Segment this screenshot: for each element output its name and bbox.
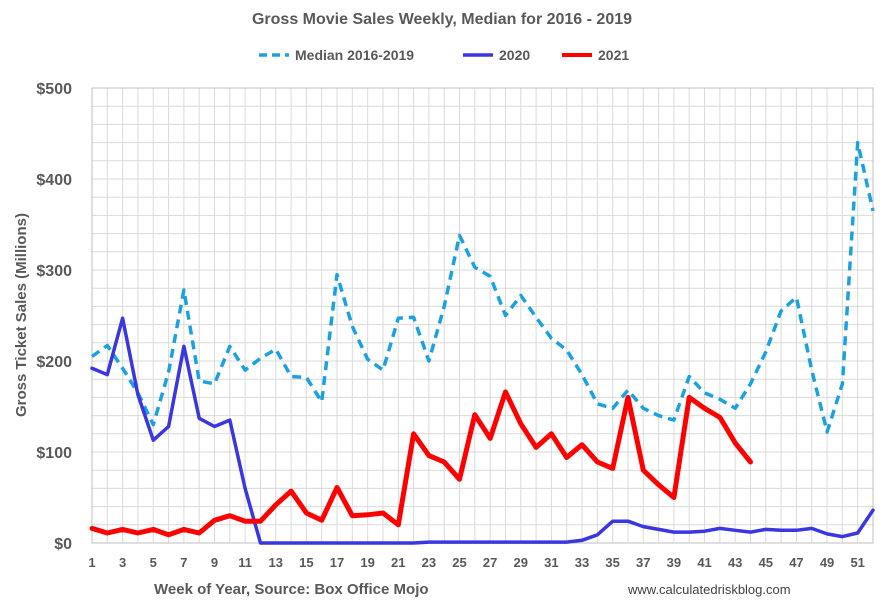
legend-label-2021: 2021 bbox=[598, 47, 629, 63]
x-tick-label: 43 bbox=[728, 555, 742, 570]
x-tick-label: 49 bbox=[820, 555, 834, 570]
y-tick-label: $0 bbox=[54, 536, 72, 553]
y-tick-label: $300 bbox=[36, 263, 72, 280]
y-tick-label: $500 bbox=[36, 81, 72, 98]
x-tick-label: 21 bbox=[391, 555, 405, 570]
grid bbox=[92, 88, 873, 543]
x-tick-label: 7 bbox=[180, 555, 187, 570]
x-tick-label: 17 bbox=[330, 555, 344, 570]
x-tick-label: 47 bbox=[789, 555, 803, 570]
x-tick-label: 35 bbox=[605, 555, 619, 570]
series-line-2020 bbox=[90, 316, 875, 545]
series-lines bbox=[89, 140, 875, 545]
x-tick-label: 11 bbox=[238, 555, 252, 570]
y-axis-ticks: $0 $100 $200 $300 $400 $500 bbox=[36, 81, 72, 553]
x-axis-label: Week of Year, Source: Box Office Mojo bbox=[154, 581, 429, 598]
x-tick-label: 51 bbox=[850, 555, 864, 570]
x-tick-label: 9 bbox=[211, 555, 218, 570]
x-axis-ticks: 1 3 5 7 9 11 13 15 17 19 21 23 25 27 29 31 33 35 37 39 41 43 4… bbox=[88, 555, 865, 570]
x-tick-label: 1 bbox=[88, 555, 95, 570]
x-tick-label: 27 bbox=[483, 555, 497, 570]
x-tick-label: 13 bbox=[269, 555, 283, 570]
x-tick-label: 25 bbox=[452, 555, 466, 570]
x-tick-label: 33 bbox=[575, 555, 589, 570]
y-tick-label: $200 bbox=[36, 354, 72, 371]
legend-label-2020: 2020 bbox=[499, 47, 530, 63]
x-tick-label: 19 bbox=[360, 555, 374, 570]
series-line-2021 bbox=[89, 389, 753, 538]
y-axis-label: Gross Ticket Sales (Millions) bbox=[13, 213, 30, 417]
x-tick-label: 45 bbox=[759, 555, 773, 570]
x-tick-label: 31 bbox=[544, 555, 558, 570]
legend-label-median: Median 2016-2019 bbox=[295, 47, 414, 63]
source-note: www.calculatedriskblog.com bbox=[627, 582, 791, 597]
x-tick-label: 41 bbox=[697, 555, 711, 570]
plot-frame bbox=[91, 87, 874, 544]
chart-title: Gross Movie Sales Weekly, Median for 201… bbox=[252, 11, 632, 28]
x-tick-label: 37 bbox=[636, 555, 650, 570]
x-tick-label: 23 bbox=[422, 555, 436, 570]
x-tick-label: 3 bbox=[119, 555, 126, 570]
y-tick-label: $100 bbox=[36, 445, 72, 462]
legend: Median 2016-2019 2020 2021 bbox=[259, 47, 629, 63]
series-line-median bbox=[90, 140, 875, 434]
x-tick-label: 39 bbox=[667, 555, 681, 570]
x-tick-label: 15 bbox=[299, 555, 313, 570]
x-tick-label: 29 bbox=[514, 555, 528, 570]
x-tick-label: 5 bbox=[150, 555, 157, 570]
y-tick-label: $400 bbox=[36, 172, 72, 189]
